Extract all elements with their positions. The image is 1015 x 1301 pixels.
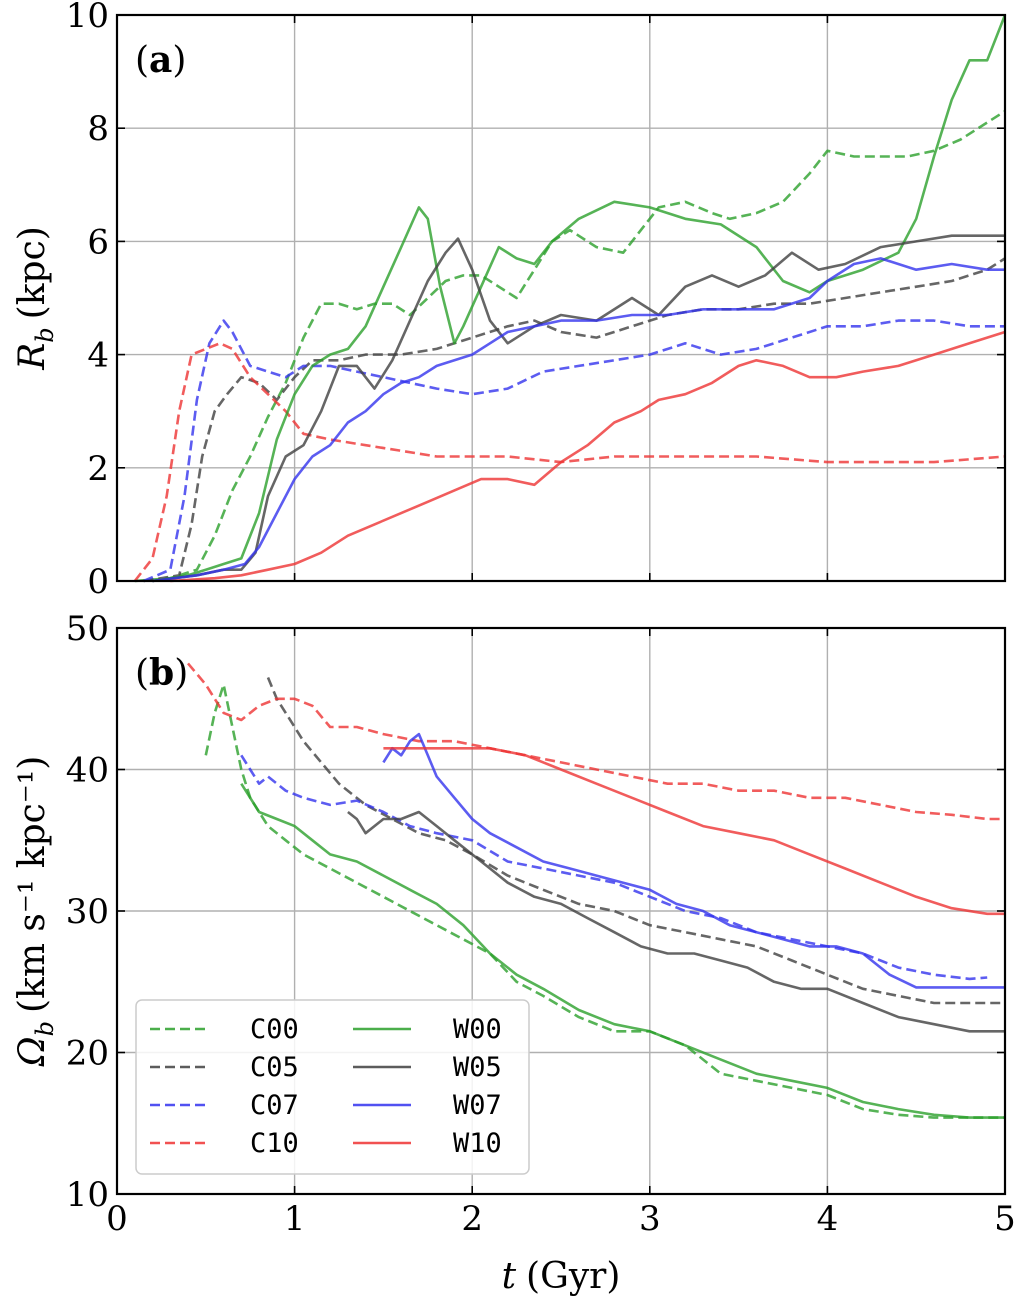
series-b xyxy=(187,662,1005,1119)
xlabel-symbol: t xyxy=(502,1256,517,1297)
series-line-W07-a xyxy=(152,257,1005,583)
series-line-C07-a xyxy=(143,319,1005,583)
ytick-label: 8 xyxy=(87,109,109,149)
xtick-label: 3 xyxy=(639,1199,661,1239)
ytick-label: 10 xyxy=(66,1175,109,1215)
legend: C00 C05 C07 C10 W00 W05 W07 W10 xyxy=(135,999,530,1175)
panel-label-paren-close: ) xyxy=(172,40,186,81)
series-line-C10-b xyxy=(187,662,1005,821)
xtick-label: 5 xyxy=(994,1199,1015,1239)
series-line-C00-a xyxy=(134,110,1006,583)
frame-a xyxy=(115,13,1007,583)
series-line-W05-a xyxy=(152,234,1005,583)
legend-label-C00: C00 xyxy=(250,1014,299,1045)
xtick-label: 1 xyxy=(284,1199,306,1239)
ticks-b: 0 1 2 3 4 5 10 20 30 40 50 xyxy=(66,609,1015,1239)
series-line-W10-b xyxy=(383,746,1005,916)
ylabel-b-sub: b xyxy=(31,1021,59,1036)
legend-label-C10: C10 xyxy=(250,1128,299,1159)
ytick-label: 2 xyxy=(87,449,109,489)
xtick-label: 4 xyxy=(817,1199,839,1239)
ylabel-a-symbol: R xyxy=(12,343,53,371)
ticks-a: 0 2 4 6 8 10 xyxy=(66,0,1006,602)
series-line-W00-a xyxy=(152,14,1007,583)
panel-label-letter: b xyxy=(149,652,174,694)
panel-label-paren-close: ) xyxy=(174,653,188,694)
series-line-C05-a xyxy=(143,257,1006,583)
ytick-label: 20 xyxy=(66,1034,109,1074)
legend-label-C07: C07 xyxy=(250,1090,299,1121)
series-line-C10-a xyxy=(133,341,1006,582)
ytick-label: 4 xyxy=(87,336,109,376)
panel-label-paren-open: ( xyxy=(135,653,149,694)
legend-box xyxy=(135,999,530,1175)
xlabel-unit: (Gyr) xyxy=(526,1256,620,1297)
legend-label-W05: W05 xyxy=(453,1052,502,1083)
series-line-W07-b xyxy=(382,732,1005,989)
panel-label-letter: a xyxy=(149,39,172,81)
ylabel-b-unit: (km s⁻¹ kpc⁻¹) xyxy=(12,756,53,1013)
ylabel-a: Rb (kpc) xyxy=(12,226,59,371)
series-line-C05-b xyxy=(266,677,1005,1005)
xtick-label: 2 xyxy=(461,1199,483,1239)
ylabel-b-symbol: Ω xyxy=(12,1036,53,1067)
series-line-W05-b xyxy=(347,810,1005,1033)
panel-label-b: (b) xyxy=(135,652,188,694)
ytick-label: 40 xyxy=(66,751,109,791)
ytick-label: 50 xyxy=(66,609,109,649)
series-line-W10-a xyxy=(170,330,1006,583)
ytick-label: 6 xyxy=(87,222,109,262)
legend-label-C05: C05 xyxy=(250,1052,299,1083)
series-line-W00-b xyxy=(240,783,1005,1119)
legend-label-W07: W07 xyxy=(453,1090,502,1121)
series-a xyxy=(133,14,1007,583)
panel-label-a: (a) xyxy=(135,39,186,81)
legend-label-W00: W00 xyxy=(453,1014,502,1045)
ylabel-a-unit: (kpc) xyxy=(12,226,53,319)
xlabel: t (Gyr) xyxy=(502,1256,621,1297)
ytick-label: 10 xyxy=(66,0,109,36)
ylabel-a-sub: b xyxy=(31,327,59,342)
grid-a xyxy=(117,15,1005,581)
ylabel-b: Ωb (km s⁻¹ kpc⁻¹) xyxy=(12,756,59,1068)
ytick-label: 30 xyxy=(66,892,109,932)
panel-a: 0 2 4 6 8 10 (a) Rb (kpc) xyxy=(12,0,1007,602)
series-line-C07-b xyxy=(240,754,988,981)
legend-label-W10: W10 xyxy=(453,1128,502,1159)
ytick-label: 0 xyxy=(87,562,109,602)
panel-label-paren-open: ( xyxy=(135,40,149,81)
xtick-label: 0 xyxy=(106,1199,128,1239)
